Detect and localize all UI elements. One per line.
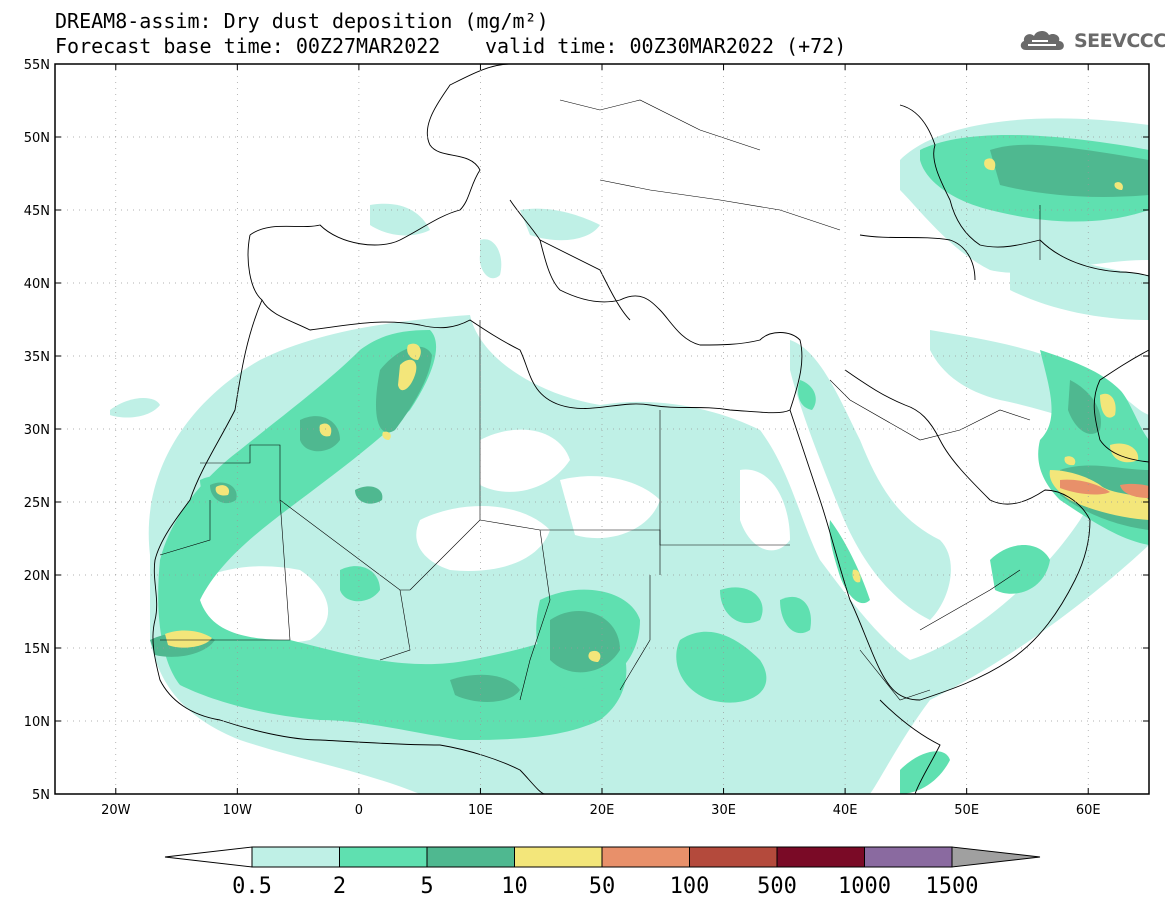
latitude-labels: 55N 50N 45N 40N 35N 30N 25N 20N 15N 10N 5N	[24, 58, 50, 803]
logo-text: SEEVCCC	[1074, 30, 1165, 52]
lon-label: 20W	[101, 803, 131, 818]
colorbar-swatch	[426, 846, 515, 868]
colorbar-swatch	[776, 846, 865, 868]
lat-label: 25N	[24, 496, 50, 511]
lon-label: 50E	[954, 803, 979, 818]
dust-gaps	[170, 427, 935, 645]
colorbar-swatch	[251, 846, 340, 868]
colorbar-swatch	[514, 846, 603, 868]
dust-deposition-field	[110, 118, 1149, 794]
colorbar-label: 2	[333, 874, 346, 899]
lat-label: 10N	[24, 715, 50, 730]
colorbar-swatch	[601, 846, 690, 868]
colorbar-under-arrow	[164, 846, 253, 868]
colorbar-label: 10	[501, 874, 528, 899]
country-borders	[159, 99, 1041, 701]
colorbar-label: 500	[757, 874, 797, 899]
lat-label: 40N	[24, 277, 50, 292]
colorbar-label: 100	[670, 874, 710, 899]
colorbar-label: 50	[589, 874, 616, 899]
lon-label: 10E	[468, 803, 493, 818]
colorbar-swatch	[864, 846, 953, 868]
lon-label: 40E	[833, 803, 858, 818]
valid-time: valid time: 00Z30MAR2022 (+72)	[485, 34, 847, 58]
colorbar-label: 1500	[926, 874, 979, 899]
colorbar-over-arrow	[951, 846, 1041, 868]
seevccc-logo: SEEVCCC	[1018, 28, 1165, 54]
lon-label: 30E	[711, 803, 736, 818]
lat-label: 50N	[24, 131, 50, 146]
gridlines	[55, 64, 1149, 794]
colorbar-label: 5	[420, 874, 433, 899]
lat-label: 55N	[24, 58, 50, 73]
lon-label: 60E	[1076, 803, 1101, 818]
lat-label: 30N	[24, 423, 50, 438]
lat-label: 5N	[32, 788, 50, 803]
lon-label: 20E	[590, 803, 615, 818]
colorbar-swatch	[339, 846, 428, 868]
coastlines	[152, 64, 1149, 794]
title-line-1: DREAM8-assim: Dry dust deposition (mg/m²…	[55, 9, 549, 33]
dust-contour-50	[1060, 479, 1149, 498]
lat-label: 20N	[24, 569, 50, 584]
colorbar: 0.5 2 5 10 50 100 500 1000 1500	[164, 846, 1041, 899]
colorbar-swatch	[689, 846, 778, 868]
lat-label: 35N	[24, 350, 50, 365]
axis-ticks	[55, 63, 1149, 795]
lon-label: 10W	[223, 803, 253, 818]
lon-label: 0	[355, 803, 363, 818]
lat-label: 45N	[24, 204, 50, 219]
lat-label: 15N	[24, 642, 50, 657]
cloud-logo-icon	[1020, 30, 1064, 50]
colorbar-label: 1000	[838, 874, 891, 899]
title-line-2: Forecast base time: 00Z27MAR2022	[55, 34, 441, 58]
colorbar-label: 0.5	[232, 874, 272, 899]
longitude-labels: 20W 10W 0 10E 20E 30E 40E 50E 60E	[101, 803, 1101, 818]
